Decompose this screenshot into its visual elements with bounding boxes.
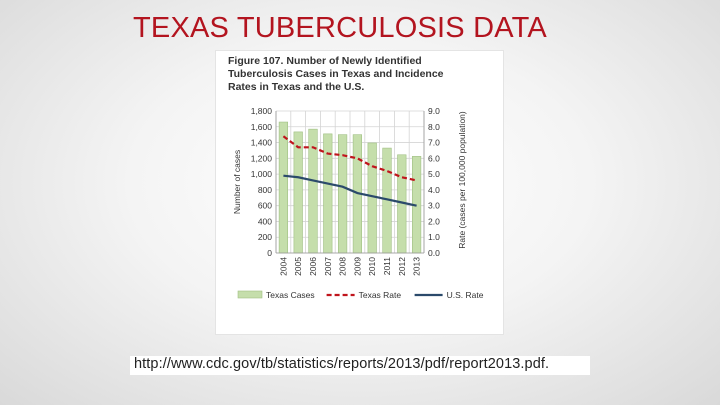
slide-title: TEXAS TUBERCULOSIS DATA — [133, 12, 547, 44]
y-tick-label: 400 — [258, 216, 272, 226]
legend-label-u-s-rate: U.S. Rate — [447, 290, 484, 300]
chart-svg: 0 200 400 600 800 1,000 1,200 1,400 1,600 1,800 0.… — [232, 106, 484, 300]
y-tick-label: 1,400 — [251, 138, 273, 148]
source-url: http://www.cdc.gov/tb/statistics/reports… — [134, 356, 550, 372]
x-tick-label: 2008 — [338, 257, 348, 276]
y2-tick-label: 1.0 — [428, 232, 440, 242]
y-tick-label: 0 — [267, 248, 272, 258]
chart-title: Figure 107. Number of Newly Identified T… — [228, 55, 498, 94]
source-url-box: http://www.cdc.gov/tb/statistics/reports… — [130, 356, 590, 375]
x-tick-label: 2006 — [308, 257, 318, 276]
bar-2007 — [323, 133, 333, 254]
series-line-texas-rate — [282, 135, 417, 182]
chart-title-line-2: Tuberculosis Cases in Texas and Incidenc… — [228, 68, 444, 80]
y2-tick-label: 8.0 — [428, 122, 440, 132]
x-tick-label: 2004 — [278, 257, 288, 276]
y-axis-title: Number of cases — [232, 150, 242, 214]
legend-label-texas-rate: Texas Rate — [359, 290, 402, 300]
y2-tick-label: 4.0 — [428, 185, 440, 195]
chart-figure: Figure 107. Number of Newly Identified T… — [215, 50, 504, 335]
x-tick-label: 2007 — [323, 257, 333, 276]
legend-swatch-texas-cases — [237, 290, 263, 299]
bar-2010 — [367, 142, 377, 254]
y-tick-label: 1,000 — [251, 169, 273, 179]
y2-axis-title: Rate (cases per 100,000 population) — [457, 111, 467, 249]
y2-tick-label: 9.0 — [428, 106, 440, 116]
y-tick-label: 800 — [258, 185, 272, 195]
x-tick-label: 2011 — [382, 257, 392, 276]
bar-2005 — [293, 131, 303, 254]
y2-tick-label: 3.0 — [428, 201, 440, 211]
legend-label-texas-cases: Texas Cases — [266, 290, 315, 300]
chart-title-line-3: Rates in Texas and the U.S. — [228, 81, 365, 93]
chart-title-line-1: Figure 107. Number of Newly Identified — [228, 55, 422, 67]
bar-2008 — [338, 134, 348, 254]
x-tick-label: 2010 — [367, 257, 377, 276]
x-tick-label: 2013 — [412, 257, 422, 276]
x-tick-label: 2009 — [352, 257, 362, 276]
y-tick-label: 1,800 — [251, 106, 273, 116]
bar-2004 — [278, 121, 288, 254]
y2-tick-label: 6.0 — [428, 153, 440, 163]
y-tick-label: 1,200 — [251, 153, 273, 163]
y2-tick-label: 7.0 — [428, 138, 440, 148]
y-tick-label: 1,600 — [251, 122, 273, 132]
y-tick-label: 200 — [258, 232, 272, 242]
x-tick-label: 2012 — [397, 257, 407, 276]
y2-tick-label: 0.0 — [428, 248, 440, 258]
y2-tick-label: 2.0 — [428, 216, 440, 226]
y-tick-label: 600 — [258, 201, 272, 211]
series-line-u-s-rate — [283, 174, 417, 207]
y2-tick-label: 5.0 — [428, 169, 440, 179]
x-tick-label: 2005 — [293, 257, 303, 276]
